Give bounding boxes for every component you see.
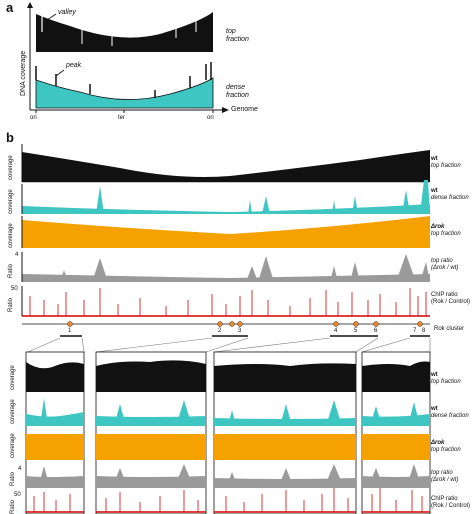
zoom-track-5-ylabel: Ratio <box>10 499 16 514</box>
track-wt-top <box>21 144 430 183</box>
track-1-sub: top fraction <box>431 163 461 169</box>
track-4-ytick: 4 <box>15 252 19 258</box>
zoom-ytick-chip: 50 <box>14 492 21 498</box>
zoom-track-5-name: ChIP ratio <box>431 496 458 502</box>
track-5-label: ChIP ratio (Rok / Control) <box>431 292 470 306</box>
cluster-4: 4 <box>334 328 338 334</box>
track-3-sub: top fraction <box>431 231 461 237</box>
zoom-panel-3 <box>214 363 356 513</box>
track-top-ratio <box>21 252 430 282</box>
track-1-ylabel: coverage <box>8 155 14 180</box>
track-4-name: top ratio <box>431 258 453 264</box>
top-fraction-label: top fraction <box>226 28 249 43</box>
panel-b-letter: b <box>6 130 14 145</box>
zoom-panel-1 <box>26 362 84 513</box>
zoom-track-2-sub: dense fraction <box>431 413 469 419</box>
cluster-5: 5 <box>354 328 358 334</box>
cluster-3: 3 <box>238 328 242 334</box>
rok-cluster-label: Rok cluster <box>434 326 465 332</box>
zoom-panel-2 <box>96 360 206 513</box>
dense-fraction-label: dense fraction <box>226 84 249 99</box>
cluster-1: 1 <box>68 328 72 334</box>
track-2-ylabel: coverage <box>8 189 14 214</box>
zoom-track-4-label: top ratio (Δrok / wt) <box>431 470 458 484</box>
x-axis-label: Genome <box>231 106 258 113</box>
track-chip-ratio <box>21 286 430 317</box>
track-rok-top <box>21 216 430 248</box>
peak-label: peak <box>66 62 82 69</box>
track-5-ylabel: Ratio <box>8 297 14 312</box>
track-5-ytick: 50 <box>11 286 18 292</box>
zoom-panel-4 <box>362 361 430 513</box>
track-5-name: ChIP ratio <box>431 292 458 298</box>
track-3-label: Δrok top fraction <box>431 224 461 238</box>
x-tick-ori-right: ori <box>207 115 214 121</box>
cluster-6: 6 <box>374 328 378 334</box>
dense-fraction-area <box>35 77 214 109</box>
zoom-connectors <box>27 337 431 353</box>
track-2-label: wt dense fraction <box>431 188 469 202</box>
track-3-ylabel: coverage <box>8 223 14 248</box>
zoom-track-2-name: wt <box>431 406 438 412</box>
track-1-name: wt <box>431 156 438 162</box>
zoom-track-4-sub: (Δrok / wt) <box>431 477 459 483</box>
zoom-track-2-ylabel: coverage <box>10 399 16 424</box>
track-2-name: wt <box>431 188 438 194</box>
top-fraction-area <box>36 12 213 52</box>
x-tick-ori-left: ori <box>30 115 37 121</box>
zoom-ytick-ratio: 4 <box>18 466 22 472</box>
zoom-track-2-label: wt dense fraction <box>431 406 469 420</box>
zoom-track-3-ylabel: coverage <box>10 433 16 458</box>
zoom-frames <box>25 351 431 514</box>
zoom-track-3-label: Δrok top fraction <box>431 440 461 454</box>
track-1-label: wt top fraction <box>431 156 461 170</box>
zoom-track-1-name: wt <box>431 372 438 378</box>
cluster-2: 2 <box>218 328 222 334</box>
zoom-track-3-sub: top fraction <box>431 447 461 453</box>
zoom-track-5-sub: (Rok / Control) <box>431 503 471 509</box>
zoom-track-1-label: wt top fraction <box>431 372 461 386</box>
track-wt-dense <box>21 180 430 214</box>
track-5-sub: (Rok / Control) <box>431 299 471 305</box>
valley-label: valley <box>58 9 76 16</box>
track-4-label: top ratio (Δrok / wt) <box>431 258 458 272</box>
panel-a-letter: a <box>6 0 14 15</box>
zoom-track-3-name: Δrok <box>431 440 445 446</box>
zoom-track-5-label: ChIP ratio (Rok / Control) <box>431 496 470 510</box>
track-4-sub: (Δrok / wt) <box>431 265 459 271</box>
track-4-ylabel: Ratio <box>8 263 14 278</box>
zoom-track-1-ylabel: coverage <box>10 365 16 390</box>
track-2-sub: dense fraction <box>431 195 469 201</box>
x-tick-ter: ter <box>118 115 126 121</box>
zoom-track-4-name: top ratio <box>431 470 453 476</box>
zoom-track-4-ylabel: Ratio <box>10 471 16 486</box>
cluster-8: 8 <box>422 328 426 334</box>
zoom-track-1-sub: top fraction <box>431 379 461 385</box>
rok-cluster-axis <box>22 321 430 337</box>
cluster-7: 7 <box>413 328 417 334</box>
track-3-name: Δrok <box>431 224 445 230</box>
